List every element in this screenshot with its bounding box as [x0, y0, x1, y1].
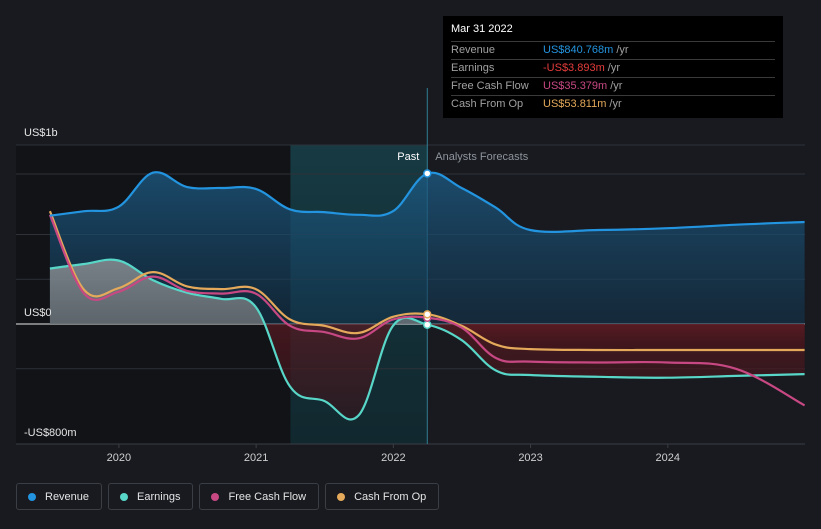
tooltip-label: Cash From Op	[451, 98, 524, 110]
legend-item-cash-from-op[interactable]: Cash From Op	[325, 483, 440, 510]
forecast-label: Analysts Forecasts	[435, 151, 528, 163]
series-line-free-cash-flow	[48, 214, 805, 407]
tooltip-label: Earnings	[451, 62, 495, 74]
tooltip-unit: /yr	[607, 62, 620, 74]
tooltip: Mar 31 2022 Revenue US$840.768m /yr Earn…	[443, 16, 783, 118]
legend-dot-icon	[28, 492, 36, 501]
legend-item-free-cash-flow[interactable]: Free Cash Flow	[199, 483, 320, 510]
legend-dot-icon	[337, 492, 346, 501]
legend-label: Revenue	[45, 490, 90, 503]
tooltip-value: US$35.379m	[543, 80, 608, 92]
y-tick-label: US$1b	[24, 127, 58, 139]
revenue-area	[49, 172, 805, 324]
point-marker-cash-from-op	[423, 310, 432, 319]
tooltip-value: US$53.811m	[543, 98, 607, 110]
x-tick-label: 2022	[381, 452, 405, 464]
earnings-positive-area	[49, 259, 805, 324]
legend-item-earnings[interactable]: Earnings	[108, 483, 194, 510]
legend-label: Cash From Op	[354, 490, 427, 503]
tooltip-row-free-cash-flow: Free Cash Flow US$35.379m /yr	[451, 77, 775, 95]
point-marker-earnings	[423, 320, 432, 329]
legend-dot-icon	[120, 492, 129, 501]
tooltip-date: Mar 31 2022	[451, 23, 513, 35]
x-tick-label: 2024	[656, 452, 680, 464]
tooltip-unit: /yr	[616, 44, 629, 56]
x-tick-label: 2023	[518, 452, 542, 464]
legend-label: Free Cash Flow	[228, 490, 307, 503]
y-tick-label: -US$800m	[24, 427, 77, 439]
tooltip-value: -US$3.893m	[543, 62, 605, 74]
legend-item-revenue[interactable]: Revenue	[16, 483, 103, 510]
point-marker-revenue	[423, 169, 432, 178]
series-line-cash-from-op	[48, 210, 805, 352]
x-tick-label: 2020	[107, 452, 131, 464]
forecast-negative-area	[427, 324, 805, 351]
tooltip-label: Free Cash Flow	[451, 80, 529, 92]
y-tick-label: US$0	[24, 307, 52, 319]
tooltip-unit: /yr	[609, 98, 622, 110]
tooltip-row-revenue: Revenue US$840.768m /yr	[451, 41, 775, 59]
tooltip-row-cash-from-op: Cash From Op US$53.811m /yr	[451, 95, 775, 113]
tooltip-unit: /yr	[610, 80, 623, 92]
series-line-revenue	[49, 171, 805, 233]
legend: Revenue Earnings Free Cash Flow Cash Fro…	[16, 483, 445, 512]
tooltip-value: US$840.768m	[543, 44, 614, 56]
past-label: Past	[397, 151, 419, 163]
legend-label: Earnings	[137, 490, 181, 503]
legend-dot-icon	[211, 492, 220, 501]
x-tick-label: 2021	[244, 452, 268, 464]
tooltip-label: Revenue	[451, 44, 496, 56]
series-line-earnings	[49, 258, 805, 421]
tooltip-row-earnings: Earnings -US$3.893m /yr	[451, 59, 775, 77]
